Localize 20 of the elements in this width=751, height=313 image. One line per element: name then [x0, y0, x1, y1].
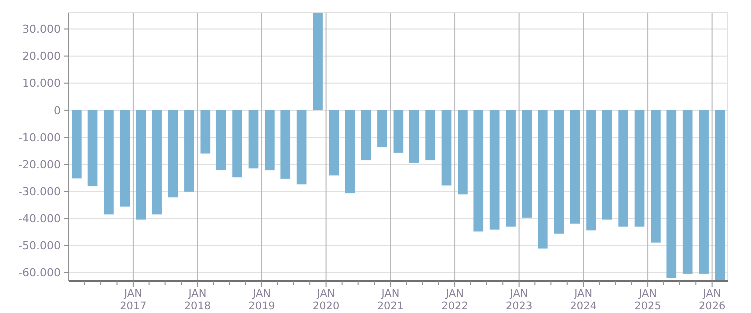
y-tick-label: 30.000: [22, 23, 61, 36]
y-tick-label: -10.000: [18, 131, 61, 144]
y-tick-label: -50.000: [18, 240, 61, 253]
x-tick-label: JAN 2026: [698, 288, 726, 312]
y-tick-label: -40.000: [18, 212, 61, 226]
x-tick-label: JAN 2020: [312, 288, 340, 312]
x-tick-label: JAN 2024: [570, 288, 598, 312]
x-tick-label: JAN 2017: [120, 288, 147, 312]
y-tick-label: 20.000: [22, 50, 61, 64]
y-tick-label: 10.000: [22, 77, 61, 90]
y-tick-label: -60.000: [18, 266, 61, 280]
x-tick-label: JAN 2018: [184, 288, 212, 312]
x-tick-label: JAN 2025: [634, 288, 662, 312]
y-tick-label: 0: [54, 104, 61, 118]
y-tick-label: -20.000: [18, 158, 61, 172]
y-tick-label: -30.000: [18, 186, 61, 199]
x-tick-label: JAN 2022: [442, 288, 468, 312]
x-tick-label: JAN 2021: [377, 288, 404, 312]
x-tick-label: JAN 2019: [248, 288, 276, 312]
x-tick-label: JAN 2023: [506, 288, 533, 312]
